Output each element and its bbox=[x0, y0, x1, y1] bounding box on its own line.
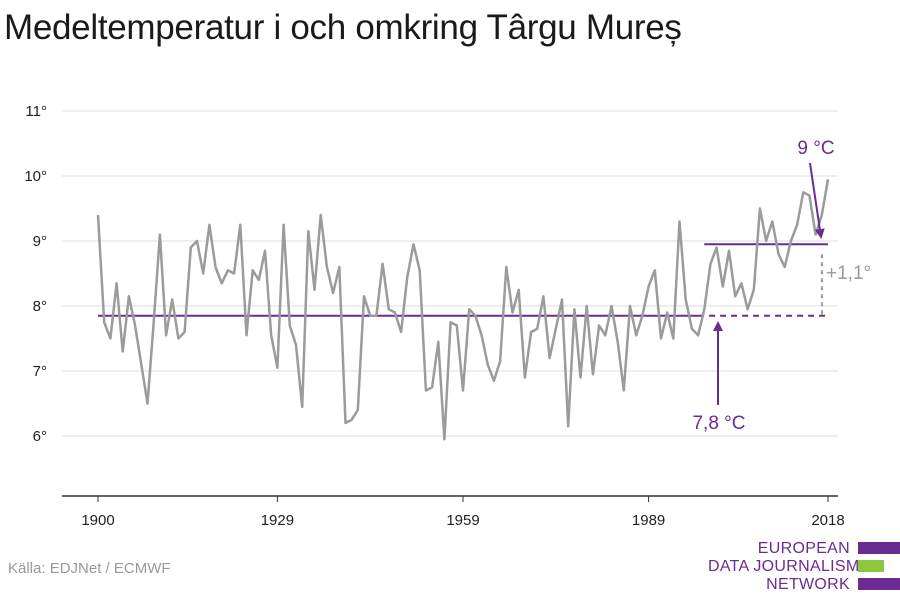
y-tick-label: 6° bbox=[33, 428, 47, 445]
baseline-label: 7,8 °C bbox=[692, 413, 745, 434]
x-tick-label: 1900 bbox=[81, 512, 114, 529]
recent-mean-label: 9 °C bbox=[797, 138, 834, 159]
difference-label: +1,1° bbox=[826, 263, 871, 284]
logo-bar-middle bbox=[858, 560, 884, 572]
logo-line-3: NETWORK bbox=[766, 576, 850, 593]
x-tick-label: 2018 bbox=[811, 512, 844, 529]
x-tick-label: 1929 bbox=[261, 512, 294, 529]
chart-title: Medeltemperatur i och omkring Târgu Mure… bbox=[4, 8, 682, 47]
x-tick-label: 1989 bbox=[632, 512, 665, 529]
logo-bar-bottom bbox=[858, 578, 900, 590]
y-tick-label: 7° bbox=[33, 363, 47, 380]
y-tick-label: 11° bbox=[25, 103, 47, 120]
x-axis: 1900 1929 1959 1989 2018 bbox=[62, 495, 845, 529]
gridlines: 6° 7° 8° 9° 10° 11° bbox=[24, 103, 838, 445]
y-tick-label: 9° bbox=[33, 233, 47, 250]
logo-bar-top bbox=[858, 542, 900, 554]
y-tick-label: 8° bbox=[33, 298, 47, 315]
recent-arrow bbox=[809, 162, 825, 239]
reference-lines bbox=[98, 243, 828, 317]
logo-line-2: DATA JOURNALISM bbox=[708, 558, 860, 575]
y-tick-label: 10° bbox=[24, 168, 47, 185]
temperature-series-line bbox=[96, 179, 830, 441]
source-note: Källa: EDJNet / ECMWF bbox=[8, 560, 171, 577]
annotations: +1,1° 7,8 °C 9 °C bbox=[692, 138, 871, 434]
series-layer bbox=[96, 179, 830, 441]
edjnet-logo: EUROPEAN DATA JOURNALISM NETWORK bbox=[708, 538, 900, 596]
logo-line-1: EUROPEAN bbox=[757, 540, 850, 557]
x-tick-label: 1959 bbox=[446, 512, 479, 529]
